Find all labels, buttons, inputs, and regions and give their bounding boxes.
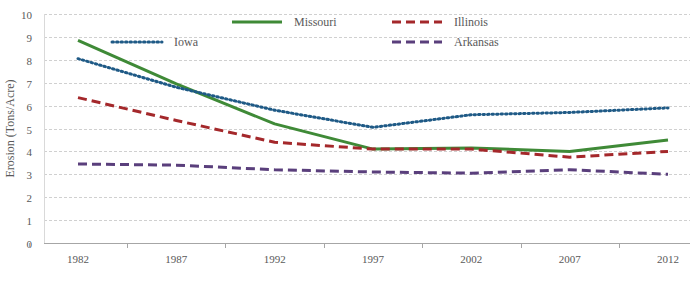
legend-swatch — [232, 21, 282, 24]
x-tick-mark — [422, 243, 423, 248]
y-tick-label: 3 — [27, 169, 33, 181]
y-tick-label: 7 — [27, 78, 33, 90]
x-tick-label: 1992 — [264, 253, 286, 265]
x-tick-label: 2007 — [559, 253, 582, 265]
x-axis-line — [44, 243, 690, 244]
x-tick-label: 1997 — [362, 253, 385, 265]
grid-line — [44, 151, 690, 152]
y-tick-label: 5 — [27, 124, 33, 136]
legend-label: Arkansas — [454, 35, 499, 49]
y-tick-label: 9 — [27, 32, 33, 44]
y-tick-label: 8 — [27, 55, 33, 67]
legend: Missouri Illinois Iowa Arkansas — [112, 15, 499, 49]
chart-svg: 0 1 2 3 4 5 6 7 8 9 10 1982 1987 1992 1997 2002 2007 2012… — [0, 0, 700, 288]
legend-swatch — [392, 21, 442, 24]
grid-line — [44, 220, 690, 221]
y-axis-label: Erosion (Tons/Acre) — [3, 79, 17, 177]
grid-line — [44, 106, 690, 107]
grid-line — [44, 83, 690, 84]
legend-swatch — [112, 41, 162, 44]
y-tick-label: 6 — [27, 101, 33, 113]
x-tick-mark — [127, 243, 128, 248]
x-tick-mark — [619, 243, 620, 248]
grid-line — [44, 129, 690, 130]
series-lines — [78, 40, 668, 174]
y-tick-label: 10 — [21, 9, 33, 21]
y-axis-line — [44, 14, 45, 243]
legend-label: Missouri — [294, 15, 337, 29]
grid-line — [44, 174, 690, 175]
x-tick-label: 1987 — [165, 253, 188, 265]
y-tick-label: 1 — [27, 215, 33, 227]
y-tick-label: 2 — [27, 192, 33, 204]
grid-line — [44, 60, 690, 61]
grid-line — [44, 37, 690, 38]
series-line — [78, 59, 668, 128]
x-tick-mark — [225, 243, 226, 248]
legend-swatch — [392, 41, 442, 44]
x-tick-label: 2012 — [657, 253, 679, 265]
y-tick-label: 0 — [27, 238, 33, 250]
x-tick-mark — [521, 243, 522, 248]
y-tick-label: 4 — [27, 146, 33, 158]
x-tick-label: 2002 — [460, 253, 482, 265]
x-tick-mark — [29, 243, 30, 248]
x-tick-mark — [324, 243, 325, 248]
series-line — [78, 40, 668, 151]
grid-line — [44, 197, 690, 198]
x-tick-label: 1982 — [67, 253, 89, 265]
legend-label: Illinois — [454, 15, 488, 29]
series-line — [78, 164, 668, 174]
grid-line — [44, 14, 690, 15]
chart-container: 0 1 2 3 4 5 6 7 8 9 10 1982 1987 1992 1997 2002 2007 2012… — [0, 0, 700, 288]
grid — [44, 15, 690, 244]
legend-label: Iowa — [174, 35, 199, 49]
